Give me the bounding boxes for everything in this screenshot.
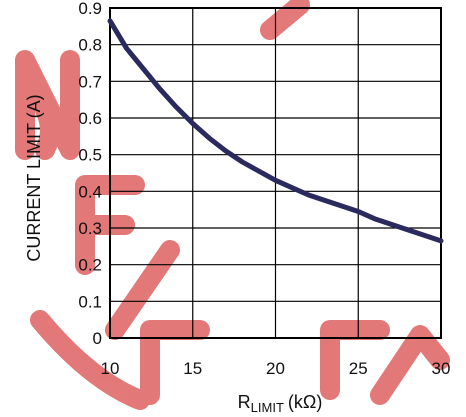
y-tick-label-0: 0 <box>93 329 102 348</box>
y-tick-label-2: 0.2 <box>78 256 102 275</box>
x-axis-label-unit: (kΩ) <box>288 392 322 412</box>
x-tick-labels: 10 15 20 25 30 <box>101 359 451 378</box>
x-tick-label-0: 10 <box>101 359 120 378</box>
x-tick-label-2: 20 <box>266 359 285 378</box>
x-tick-label-3: 25 <box>349 359 368 378</box>
y-tick-label-5: 0.5 <box>78 146 102 165</box>
x-axis-label-main: R <box>238 392 251 412</box>
y-tick-label-4: 0.4 <box>78 182 102 201</box>
x-tick-label-4: 30 <box>432 359 451 378</box>
y-tick-labels: 0 0.1 0.2 0.3 0.4 0.5 0.6 0.7 0.8 0.9 <box>78 0 102 348</box>
x-tick-label-1: 15 <box>183 359 202 378</box>
x-axis-label: RLIMIT (kΩ) <box>238 392 323 415</box>
x-axis-label-subscript: LIMIT <box>251 400 284 415</box>
series-line-0 <box>107 18 444 244</box>
y-tick-label-1: 0.1 <box>78 292 102 311</box>
y-tick-label-6: 0.6 <box>78 109 102 128</box>
series-layer <box>107 18 444 244</box>
y-tick-label-9: 0.9 <box>78 0 102 18</box>
y-axis-label: CURRENT LIMIT (A) <box>24 94 44 261</box>
watermark <box>15 0 450 410</box>
y-tick-label-7: 0.7 <box>78 72 102 91</box>
y-tick-label-8: 0.8 <box>78 36 102 55</box>
grid <box>109 7 442 339</box>
y-tick-label-3: 0.3 <box>78 219 102 238</box>
